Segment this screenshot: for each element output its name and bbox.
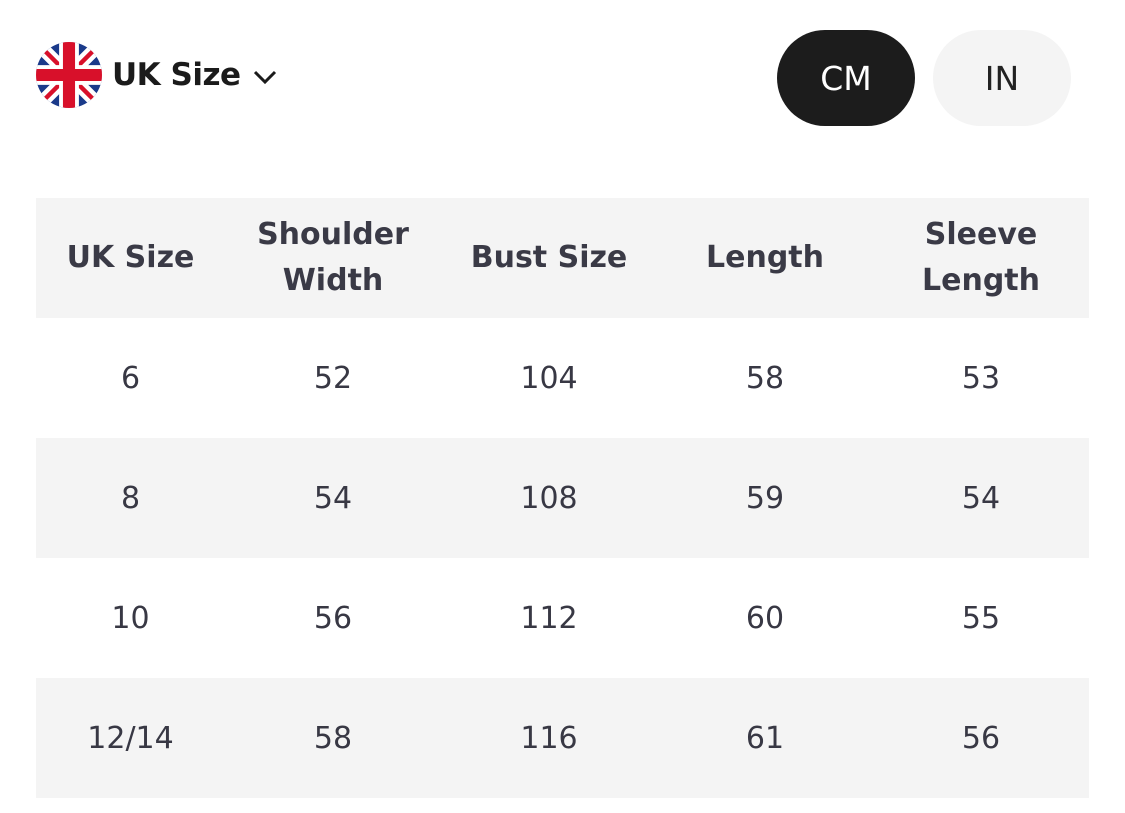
column-header-line: Length	[922, 263, 1040, 298]
cell-shoulder-width: 58	[313, 720, 353, 756]
cell-sleeve-length: 54	[961, 480, 1001, 516]
column-header-shoulder-width: Shoulder Width	[225, 198, 441, 318]
cell-shoulder-width: 54	[313, 480, 353, 516]
table-row: 8 54 108 59 54	[36, 438, 1089, 558]
cell-sleeve-length: 53	[961, 360, 1001, 396]
column-header-bust-size: Bust Size	[441, 198, 657, 318]
column-header-line: Sleeve	[924, 217, 1038, 252]
cell-bust-size: 104	[520, 360, 578, 396]
cell-length: 59	[745, 480, 785, 516]
column-header-line: Shoulder	[257, 217, 409, 252]
column-header-line: Width	[282, 263, 384, 298]
table-row: 6 52 104 58 53	[36, 318, 1089, 438]
table-row: 12/14 58 116 61 56	[36, 678, 1089, 798]
cell-uk-size: 8	[120, 480, 141, 516]
cell-sleeve-length: 55	[961, 600, 1001, 636]
column-header-uk-size: UK Size	[36, 198, 225, 318]
region-label: UK Size	[112, 57, 241, 93]
cell-bust-size: 116	[520, 720, 578, 756]
cell-length: 60	[745, 600, 785, 636]
cell-bust-size: 112	[520, 600, 578, 636]
column-header-line: Length	[706, 240, 824, 275]
unit-in-button[interactable]: IN	[933, 30, 1071, 126]
size-chart-table: UK Size Shoulder Width Bust Size Length Sleev…	[36, 198, 1089, 798]
column-header-sleeve-length: Sleeve Length	[873, 198, 1089, 318]
column-header-line: Bust Size	[470, 240, 628, 275]
cell-sleeve-length: 56	[961, 720, 1001, 756]
cell-shoulder-width: 56	[313, 600, 353, 636]
cell-shoulder-width: 52	[313, 360, 353, 396]
chevron-down-icon	[253, 70, 276, 85]
table-row: 10 56 112 60 55	[36, 558, 1089, 678]
cell-uk-size: 10	[111, 600, 150, 636]
size-region-dropdown[interactable]: UK Size	[36, 42, 277, 108]
table-header-row: UK Size Shoulder Width Bust Size Length Sleev…	[36, 198, 1089, 318]
cell-bust-size: 108	[520, 480, 578, 516]
uk-flag-icon	[36, 42, 102, 108]
column-header-length: Length	[657, 198, 873, 318]
cell-length: 58	[745, 360, 785, 396]
unit-cm-button[interactable]: CM	[777, 30, 915, 126]
cell-uk-size: 6	[120, 360, 141, 396]
column-header-line: UK Size	[66, 240, 195, 275]
cell-uk-size: 12/14	[87, 720, 174, 756]
cell-length: 61	[745, 720, 785, 756]
